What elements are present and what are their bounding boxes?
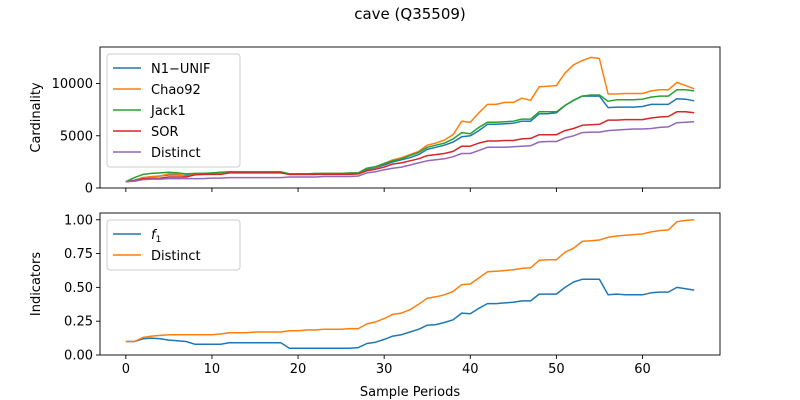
indicators-panel: 0 10 20 30 40 50 60 0.00 0.25 0.50 0.75 1.00 Indicat… [29, 212, 721, 400]
legend-label-3: SOR [151, 125, 179, 140]
legend-label-0: f1 [151, 228, 161, 245]
figure-title: cave (Q35509) [354, 5, 466, 23]
y-tick-label: 0.25 [64, 315, 93, 330]
legend-label-1: Chao92 [151, 83, 201, 98]
series-line-0 [125, 278, 695, 349]
legend-label-subscript: 1 [156, 235, 162, 245]
y-tick-label: 5000 [60, 129, 93, 144]
legend-box [106, 219, 241, 271]
series-line-2 [125, 89, 695, 183]
x-tick-label: 30 [376, 362, 393, 377]
y-tick-label: 1.00 [64, 213, 93, 228]
legend-label-4: Distinct [151, 146, 201, 161]
cardinality-panel: 0 5000 10000 Cardinality N1−UNIF Chao92 Jack1 S… [29, 46, 721, 197]
legend-label-2: Jack1 [150, 104, 186, 119]
x-tick-label: 20 [290, 362, 307, 377]
x-tick-label: 0 [122, 362, 130, 377]
series-line-1 [125, 219, 695, 343]
series-line-3 [125, 111, 695, 183]
x-tick-label: 50 [548, 362, 565, 377]
series-line-4 [125, 120, 695, 183]
axes-frame [99, 212, 721, 356]
legend-label-1: Distinct [151, 249, 201, 264]
legend-box [106, 53, 241, 168]
y-tick-label: 0 [85, 182, 93, 197]
x-tick-label: 10 [204, 362, 221, 377]
legend-label-0: N1−UNIF [151, 62, 210, 77]
x-tick-label: 40 [462, 362, 479, 377]
y-tick-label: 0.00 [64, 349, 93, 364]
y-axis-label: Indicators [29, 252, 44, 316]
y-axis-label: Cardinality [29, 82, 44, 153]
axes-frame [99, 46, 721, 189]
y-tick-label: 10000 [52, 77, 93, 92]
x-axis-label: Sample Periods [360, 385, 460, 400]
x-tick-label: 60 [634, 362, 651, 377]
y-tick-label: 0.50 [64, 281, 93, 296]
legend-label-main: f [151, 228, 158, 243]
y-tick-label: 0.75 [64, 247, 93, 262]
